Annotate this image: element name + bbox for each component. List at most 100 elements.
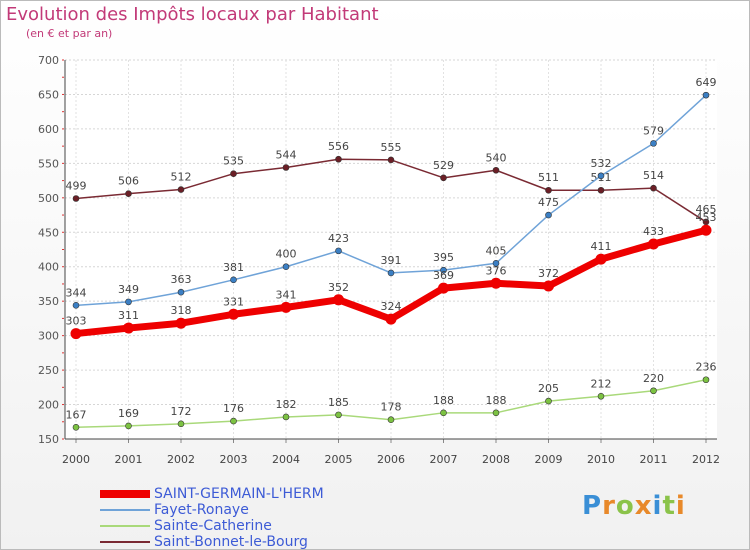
chart-title: Evolution des Impôts locaux par Habitant bbox=[6, 4, 379, 25]
data-point bbox=[282, 413, 290, 421]
data-point bbox=[230, 170, 237, 177]
proxiti-logo: Proxiti bbox=[582, 491, 686, 521]
data-label: 544 bbox=[276, 148, 297, 161]
data-point bbox=[385, 313, 397, 325]
data-label: 311 bbox=[118, 309, 139, 322]
data-label: 352 bbox=[328, 281, 349, 294]
legend-label: Sainte-Catherine bbox=[154, 518, 272, 534]
data-point bbox=[387, 156, 395, 164]
data-label: 579 bbox=[643, 124, 664, 137]
data-point bbox=[597, 186, 605, 194]
data-label: 318 bbox=[171, 304, 192, 317]
legend-label: Saint-Bonnet-le-Bourg bbox=[154, 534, 308, 550]
data-label: 176 bbox=[223, 402, 244, 415]
data-point bbox=[72, 195, 80, 202]
data-point bbox=[545, 397, 552, 405]
logo-letter: t bbox=[662, 491, 676, 521]
data-label: 188 bbox=[486, 394, 507, 407]
data-point bbox=[175, 317, 187, 329]
y-tick-label: 300 bbox=[38, 330, 59, 343]
y-tick-label: 200 bbox=[38, 399, 59, 412]
data-label: 205 bbox=[538, 382, 559, 395]
x-tick-label: 2005 bbox=[325, 453, 353, 466]
data-point bbox=[333, 294, 344, 306]
x-tick-label: 2011 bbox=[640, 453, 668, 466]
data-label: 324 bbox=[381, 300, 402, 313]
data-label: 540 bbox=[486, 151, 507, 164]
logo-letter: i bbox=[675, 491, 686, 521]
data-point bbox=[72, 423, 80, 431]
legend-swatch bbox=[100, 541, 150, 543]
data-label: 411 bbox=[591, 240, 612, 253]
data-point bbox=[387, 269, 395, 277]
data-point bbox=[545, 186, 552, 194]
data-point bbox=[282, 263, 290, 271]
data-label: 369 bbox=[433, 269, 454, 282]
data-label: 376 bbox=[486, 264, 507, 277]
data-point bbox=[335, 155, 342, 163]
data-label: 555 bbox=[381, 141, 402, 154]
data-label: 453 bbox=[696, 211, 717, 224]
y-tick-label: 250 bbox=[38, 364, 59, 377]
data-label: 556 bbox=[328, 140, 349, 153]
data-label: 529 bbox=[433, 159, 454, 172]
y-tick-label: 600 bbox=[38, 123, 59, 136]
data-label: 506 bbox=[118, 175, 139, 188]
data-point bbox=[280, 301, 292, 313]
data-point bbox=[228, 308, 239, 320]
data-point bbox=[177, 420, 185, 428]
legend-swatch bbox=[100, 509, 150, 511]
data-point bbox=[440, 266, 447, 274]
data-point bbox=[545, 211, 552, 219]
data-point bbox=[125, 298, 132, 306]
data-label: 341 bbox=[276, 288, 297, 301]
data-point bbox=[597, 172, 605, 180]
y-tick-label: 500 bbox=[38, 192, 59, 205]
data-label: 169 bbox=[118, 407, 139, 420]
y-tick-label: 650 bbox=[38, 88, 59, 101]
data-point bbox=[650, 184, 657, 192]
data-point bbox=[230, 276, 237, 284]
data-label: 511 bbox=[538, 171, 559, 184]
data-label: 212 bbox=[591, 377, 612, 390]
y-tick-label: 700 bbox=[38, 54, 59, 67]
legend-label: SAINT-GERMAIN-L'HERM bbox=[154, 486, 324, 502]
data-point bbox=[595, 253, 607, 265]
x-tick-label: 2010 bbox=[587, 453, 615, 466]
x-tick-label: 2008 bbox=[482, 453, 510, 466]
data-point bbox=[282, 164, 290, 171]
logo-letter: x bbox=[634, 491, 653, 521]
data-label: 532 bbox=[591, 157, 612, 170]
data-point bbox=[230, 417, 237, 425]
data-point bbox=[335, 247, 342, 255]
data-label: 499 bbox=[66, 180, 87, 193]
legend-swatch bbox=[100, 490, 150, 498]
chart-subtitle: (en € et par an) bbox=[26, 27, 113, 40]
data-point bbox=[177, 288, 185, 296]
data-label: 372 bbox=[538, 267, 559, 280]
y-tick-label: 550 bbox=[38, 157, 59, 170]
logo-letter: o bbox=[615, 491, 635, 521]
y-tick-label: 400 bbox=[38, 261, 59, 274]
data-label: 236 bbox=[696, 361, 717, 374]
data-point bbox=[490, 277, 502, 289]
data-point bbox=[702, 91, 710, 99]
data-label: 423 bbox=[328, 232, 349, 245]
data-label: 433 bbox=[643, 225, 664, 238]
data-point bbox=[125, 422, 132, 430]
data-label: 220 bbox=[643, 372, 664, 385]
y-tick-label: 150 bbox=[38, 433, 59, 446]
data-point bbox=[123, 322, 134, 334]
data-point bbox=[702, 376, 710, 384]
legend-swatch bbox=[100, 525, 150, 527]
data-label: 363 bbox=[171, 273, 192, 286]
x-tick-label: 2001 bbox=[115, 453, 143, 466]
x-tick-label: 2000 bbox=[62, 453, 90, 466]
data-label: 514 bbox=[643, 169, 664, 182]
data-label: 381 bbox=[223, 261, 244, 274]
x-tick-label: 2009 bbox=[535, 453, 563, 466]
data-point bbox=[125, 190, 132, 197]
data-label: 405 bbox=[486, 244, 507, 257]
y-tick-label: 450 bbox=[38, 226, 59, 239]
